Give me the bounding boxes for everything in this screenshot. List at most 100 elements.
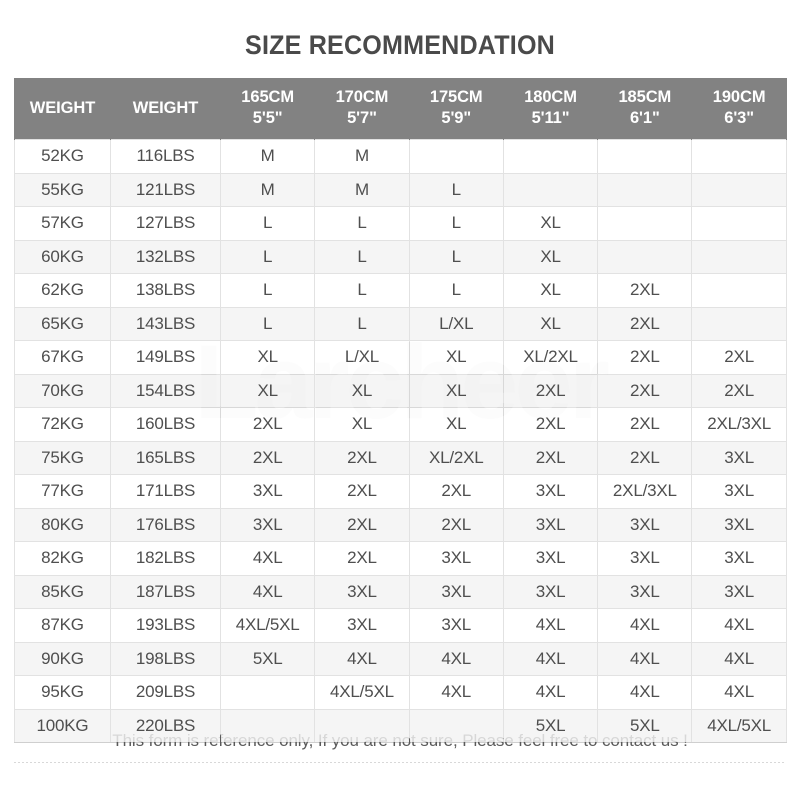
cell-size: XL	[502, 239, 599, 275]
table-row: 100KG 220LBS 5XL 5XL 4XL/5XL	[14, 708, 787, 744]
cell-size: 2XL	[502, 373, 599, 409]
cell-size	[597, 239, 693, 275]
table-row: 62KG 138LBS L L L XL 2XL	[14, 273, 787, 308]
cell-size: 4XL	[691, 608, 787, 643]
cell-size: L	[219, 273, 316, 308]
cell-size: XL/2XL	[408, 440, 504, 476]
cell-size: M	[314, 172, 410, 208]
cell-size	[691, 239, 787, 275]
table-row: 70KG 154LBS XL XL XL 2XL 2XL 2XL	[14, 373, 787, 409]
cell-size: 4XL/5XL	[314, 675, 410, 710]
cell-size: 2XL/3XL	[597, 474, 693, 509]
cell-weight-lbs: 160LBS	[110, 407, 221, 442]
cell-size	[597, 172, 693, 208]
cell-weight-kg: 77KG	[14, 474, 111, 509]
cell-size: 4XL	[314, 641, 410, 677]
cell-size	[314, 708, 410, 744]
cell-size: 3XL	[408, 608, 504, 643]
cell-size: 2XL	[502, 440, 599, 476]
cell-size: L	[314, 206, 410, 241]
cell-size: L	[314, 306, 410, 342]
column-header-line1: 185CM	[618, 88, 672, 106]
table-row: 67KG 149LBS XL L/XL XL XL/2XL 2XL 2XL	[14, 340, 787, 375]
cell-weight-kg: 52KG	[14, 139, 111, 174]
cell-size: 4XL	[219, 574, 316, 610]
cell-size: 4XL	[502, 608, 599, 643]
cell-size: XL	[314, 407, 410, 442]
column-header-1: WEIGHT	[14, 78, 111, 140]
cell-size	[219, 708, 316, 744]
cell-size: 3XL	[408, 541, 504, 576]
cell-size: 3XL	[502, 541, 599, 576]
cell-size: L/XL	[408, 306, 504, 342]
table-row: 60KG 132LBS L L L XL	[14, 239, 787, 275]
cell-size: 2XL	[314, 474, 410, 509]
table-row: 72KG 160LBS 2XL XL XL 2XL 2XL 2XL/3XL	[14, 407, 787, 442]
table-row: 57KG 127LBS L L L XL	[14, 206, 787, 241]
column-header-3: 165CM 5'5"	[219, 78, 316, 140]
cell-size: 4XL	[597, 608, 693, 643]
cell-weight-lbs: 171LBS	[110, 474, 221, 509]
column-header-line1: WEIGHT	[29, 98, 96, 117]
cell-size: 2XL	[597, 373, 693, 409]
cell-size: 5XL	[502, 708, 599, 744]
cell-size: 3XL	[691, 474, 787, 509]
cell-size: 2XL	[219, 440, 316, 476]
cell-size: M	[219, 139, 316, 174]
page-title: SIZE RECOMMENDATION	[245, 30, 555, 60]
cell-weight-kg: 90KG	[14, 641, 111, 677]
table-header: WEIGHT WEIGHT 165CM 5'5" 170CM 5'7" 175CM 5'9" 1…	[14, 78, 787, 140]
cell-size: XL/2XL	[502, 340, 599, 375]
column-header-line2: 5'11"	[531, 109, 570, 128]
cell-size: XL	[408, 373, 504, 409]
column-header-line1: 190CM	[712, 88, 766, 106]
cell-weight-kg: 55KG	[14, 172, 111, 208]
cell-size: 4XL	[502, 641, 599, 677]
cell-weight-kg: 65KG	[14, 306, 111, 342]
header-row: WEIGHT WEIGHT 165CM 5'5" 170CM 5'7" 175CM 5'9" 1…	[14, 78, 787, 140]
cell-size: 5XL	[219, 641, 316, 677]
cell-weight-lbs: 198LBS	[110, 641, 221, 677]
cell-size: L	[314, 273, 410, 308]
cell-size: 2XL	[597, 306, 693, 342]
cell-size: L	[219, 206, 316, 241]
cell-size	[408, 708, 504, 744]
cell-weight-kg: 67KG	[14, 340, 111, 375]
cell-size: 3XL	[502, 574, 599, 610]
table-row: 82KG 182LBS 4XL 2XL 3XL 3XL 3XL 3XL	[14, 541, 787, 576]
cell-size: L	[408, 239, 504, 275]
column-header-5: 175CM 5'9"	[408, 78, 504, 140]
cell-weight-kg: 57KG	[14, 206, 111, 241]
cell-size	[691, 139, 787, 174]
cell-size: L	[408, 172, 504, 208]
size-recommendation-table: WEIGHT WEIGHT 165CM 5'5" 170CM 5'7" 175CM 5'9" 1…	[14, 78, 787, 744]
cell-size: 2XL	[502, 407, 599, 442]
cell-weight-lbs: 187LBS	[110, 574, 221, 610]
cell-size: 2XL	[597, 407, 693, 442]
table-row: 55KG 121LBS M M L	[14, 172, 787, 208]
cell-size: 3XL	[597, 541, 693, 576]
cell-size	[597, 206, 693, 241]
cell-weight-kg: 60KG	[14, 239, 111, 275]
table-row: 90KG 198LBS 5XL 4XL 4XL 4XL 4XL 4XL	[14, 641, 787, 677]
column-header-line1: WEIGHT	[132, 98, 199, 117]
cell-weight-lbs: 143LBS	[110, 306, 221, 342]
cell-size: XL	[408, 407, 504, 442]
cell-size: L	[408, 206, 504, 241]
cell-size: M	[219, 172, 316, 208]
table-body: 52KG 116LBS M M 55KG 121LBS M M L 57KG 127LBS L L L XL…	[14, 139, 787, 744]
cell-size: XL	[502, 273, 599, 308]
cell-size: 4XL	[691, 675, 787, 710]
cell-size: 3XL	[408, 574, 504, 610]
cell-weight-kg: 95KG	[14, 675, 111, 710]
cell-size: M	[314, 139, 410, 174]
cell-size: L	[314, 239, 410, 275]
cell-size: 3XL	[502, 507, 599, 543]
cell-size: XL	[219, 373, 316, 409]
column-header-6: 180CM 5'11"	[502, 78, 599, 140]
table-row: 95KG 209LBS 4XL/5XL 4XL 4XL 4XL 4XL	[14, 675, 787, 710]
cell-size	[597, 139, 693, 174]
cell-weight-kg: 85KG	[14, 574, 111, 610]
cell-size	[691, 273, 787, 308]
column-header-line1: 175CM	[429, 88, 483, 106]
